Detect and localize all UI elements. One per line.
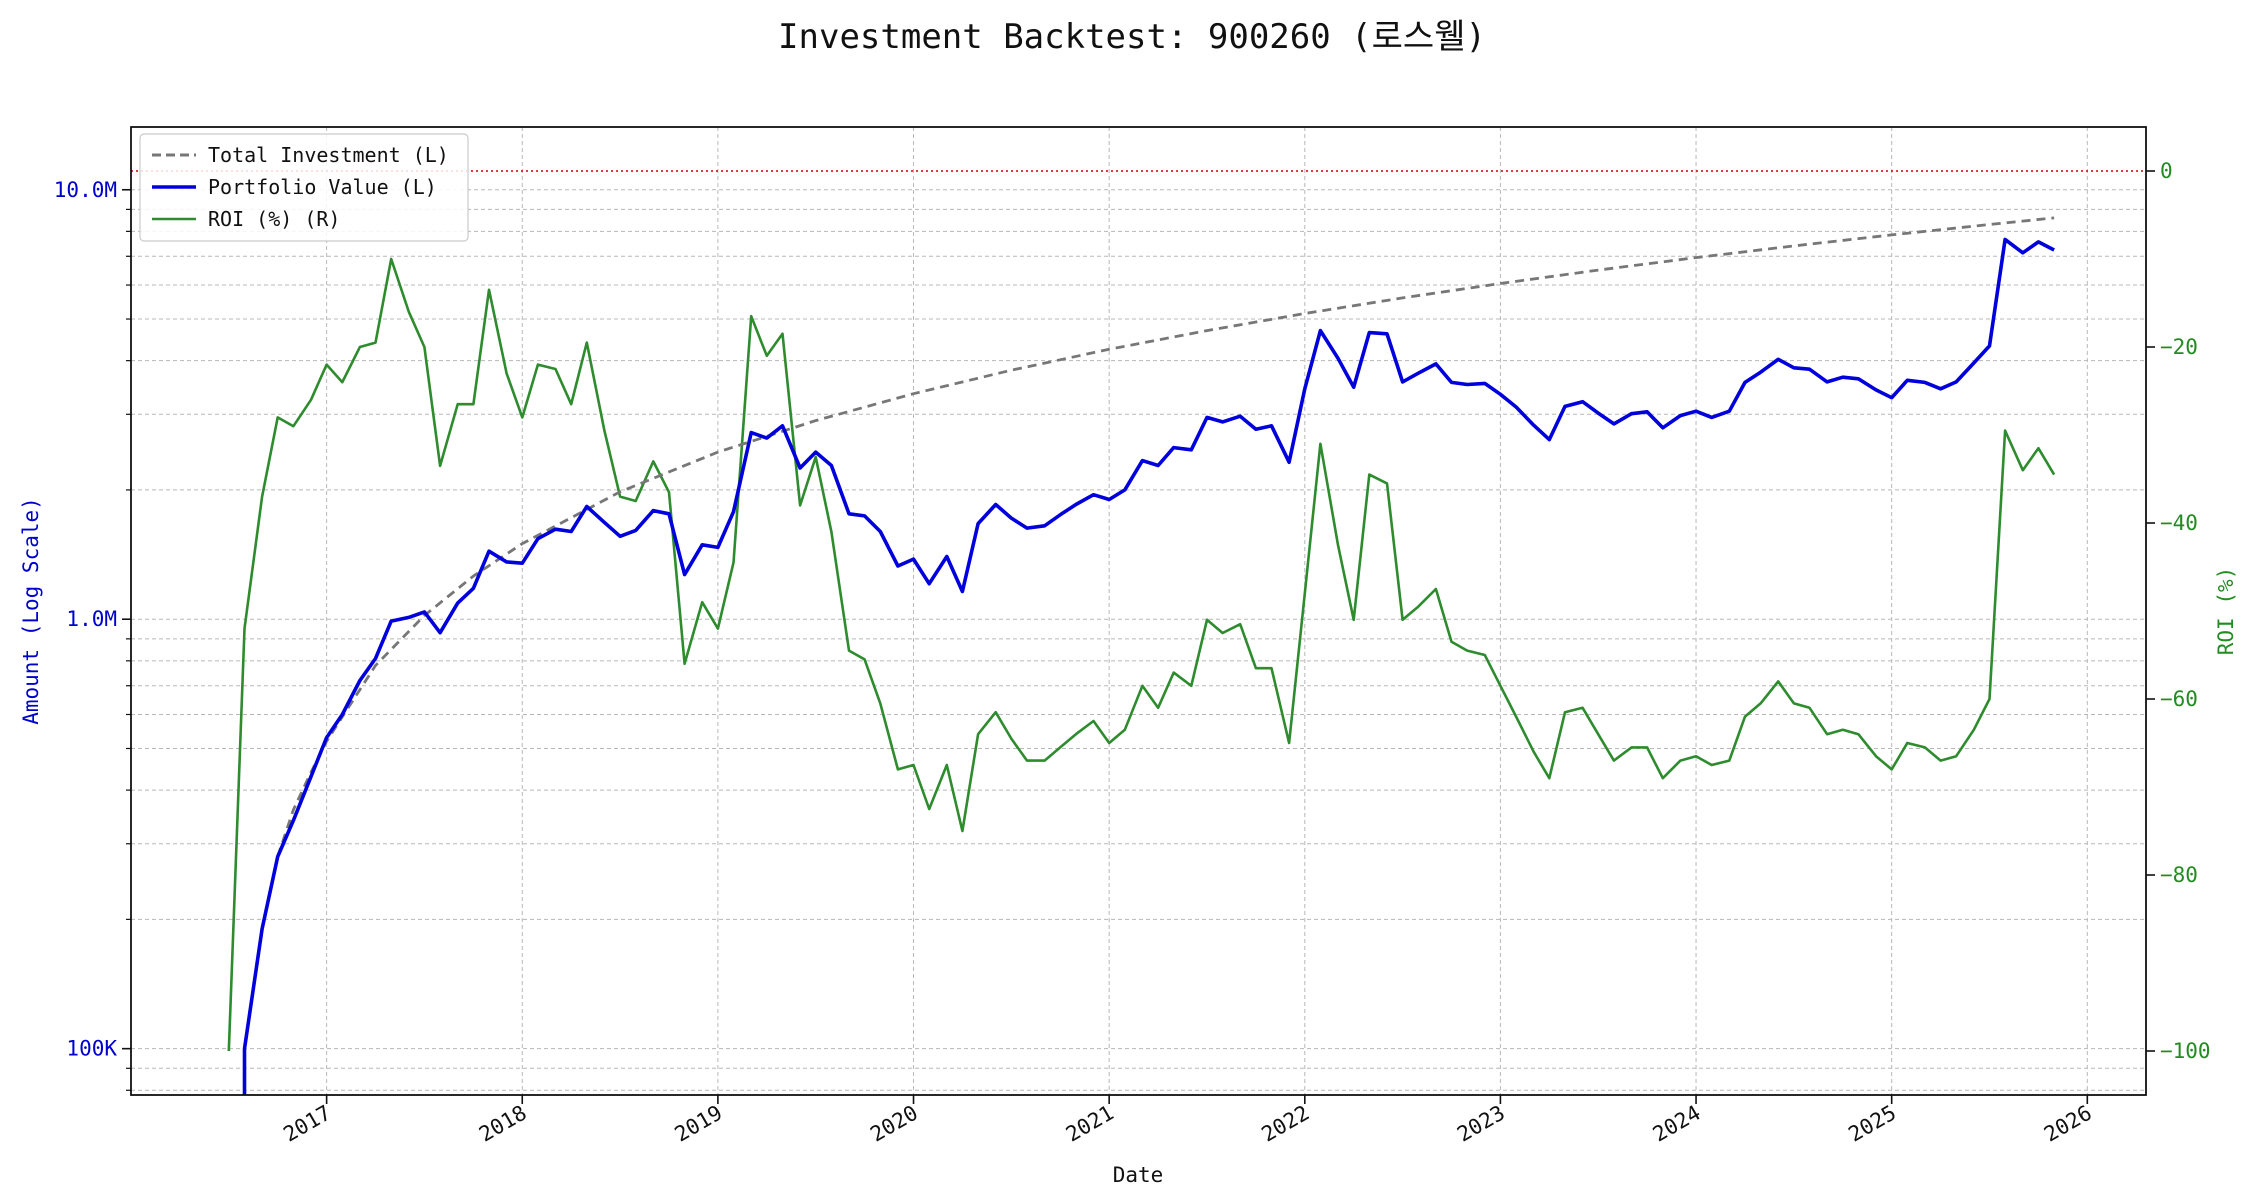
right-tick-label: 0 xyxy=(2160,159,2173,183)
left-tick-label: 10.0M xyxy=(54,178,117,202)
legend: Total Investment (L) Portfolio Value (L)… xyxy=(139,133,469,242)
x-tick-label: 2018 xyxy=(475,1101,531,1147)
x-axis-ticks: 2017 2018 2019 2020 2021 2022 2023 2024 2025 2026 xyxy=(279,1095,2096,1147)
x-tick-label: 2019 xyxy=(671,1101,727,1147)
series-roi xyxy=(227,257,2056,1052)
right-tick-label: −60 xyxy=(2160,687,2198,711)
x-tick-label: 2022 xyxy=(1257,1101,1313,1147)
legend-label-investment: Total Investment (L) xyxy=(208,143,449,167)
right-tick-label: −40 xyxy=(2160,511,2198,535)
series-layer xyxy=(131,170,2146,1095)
plot-frame xyxy=(130,126,2147,1096)
left-tick-label: 1.0M xyxy=(66,607,117,631)
series-portfolio-value xyxy=(242,237,2055,1095)
right-axis-ticks: 0 −20 −40 −60 −80 −100 xyxy=(2146,159,2211,1063)
chart-title: Investment Backtest: 900260 (로스웰) xyxy=(778,17,1486,57)
x-tick-label: 2023 xyxy=(1453,1101,1509,1147)
grid-lines xyxy=(131,127,2146,1095)
x-tick-label: 2021 xyxy=(1062,1101,1118,1147)
series-total-investment xyxy=(243,216,2055,1049)
x-tick-label: 2020 xyxy=(866,1101,922,1147)
x-tick-label: 2025 xyxy=(1844,1101,1900,1147)
right-tick-label: −80 xyxy=(2160,863,2198,887)
left-axis-label: Amount (Log Scale) xyxy=(19,497,43,725)
left-axis-ticks: 100K 1.0M 10.0M xyxy=(54,178,131,1091)
x-axis-label: Date xyxy=(1113,1163,1164,1187)
legend-label-portfolio: Portfolio Value (L) xyxy=(208,175,437,199)
right-axis-label: ROI (%) xyxy=(2214,567,2238,656)
right-tick-label: −100 xyxy=(2160,1039,2211,1063)
x-tick-label: 2017 xyxy=(279,1101,335,1147)
legend-box xyxy=(139,133,469,242)
x-tick-label: 2024 xyxy=(1649,1101,1705,1147)
right-tick-label: −20 xyxy=(2160,335,2198,359)
legend-label-roi: ROI (%) (R) xyxy=(208,207,340,231)
left-tick-label: 100K xyxy=(66,1037,117,1061)
x-tick-label: 2026 xyxy=(2040,1101,2096,1147)
